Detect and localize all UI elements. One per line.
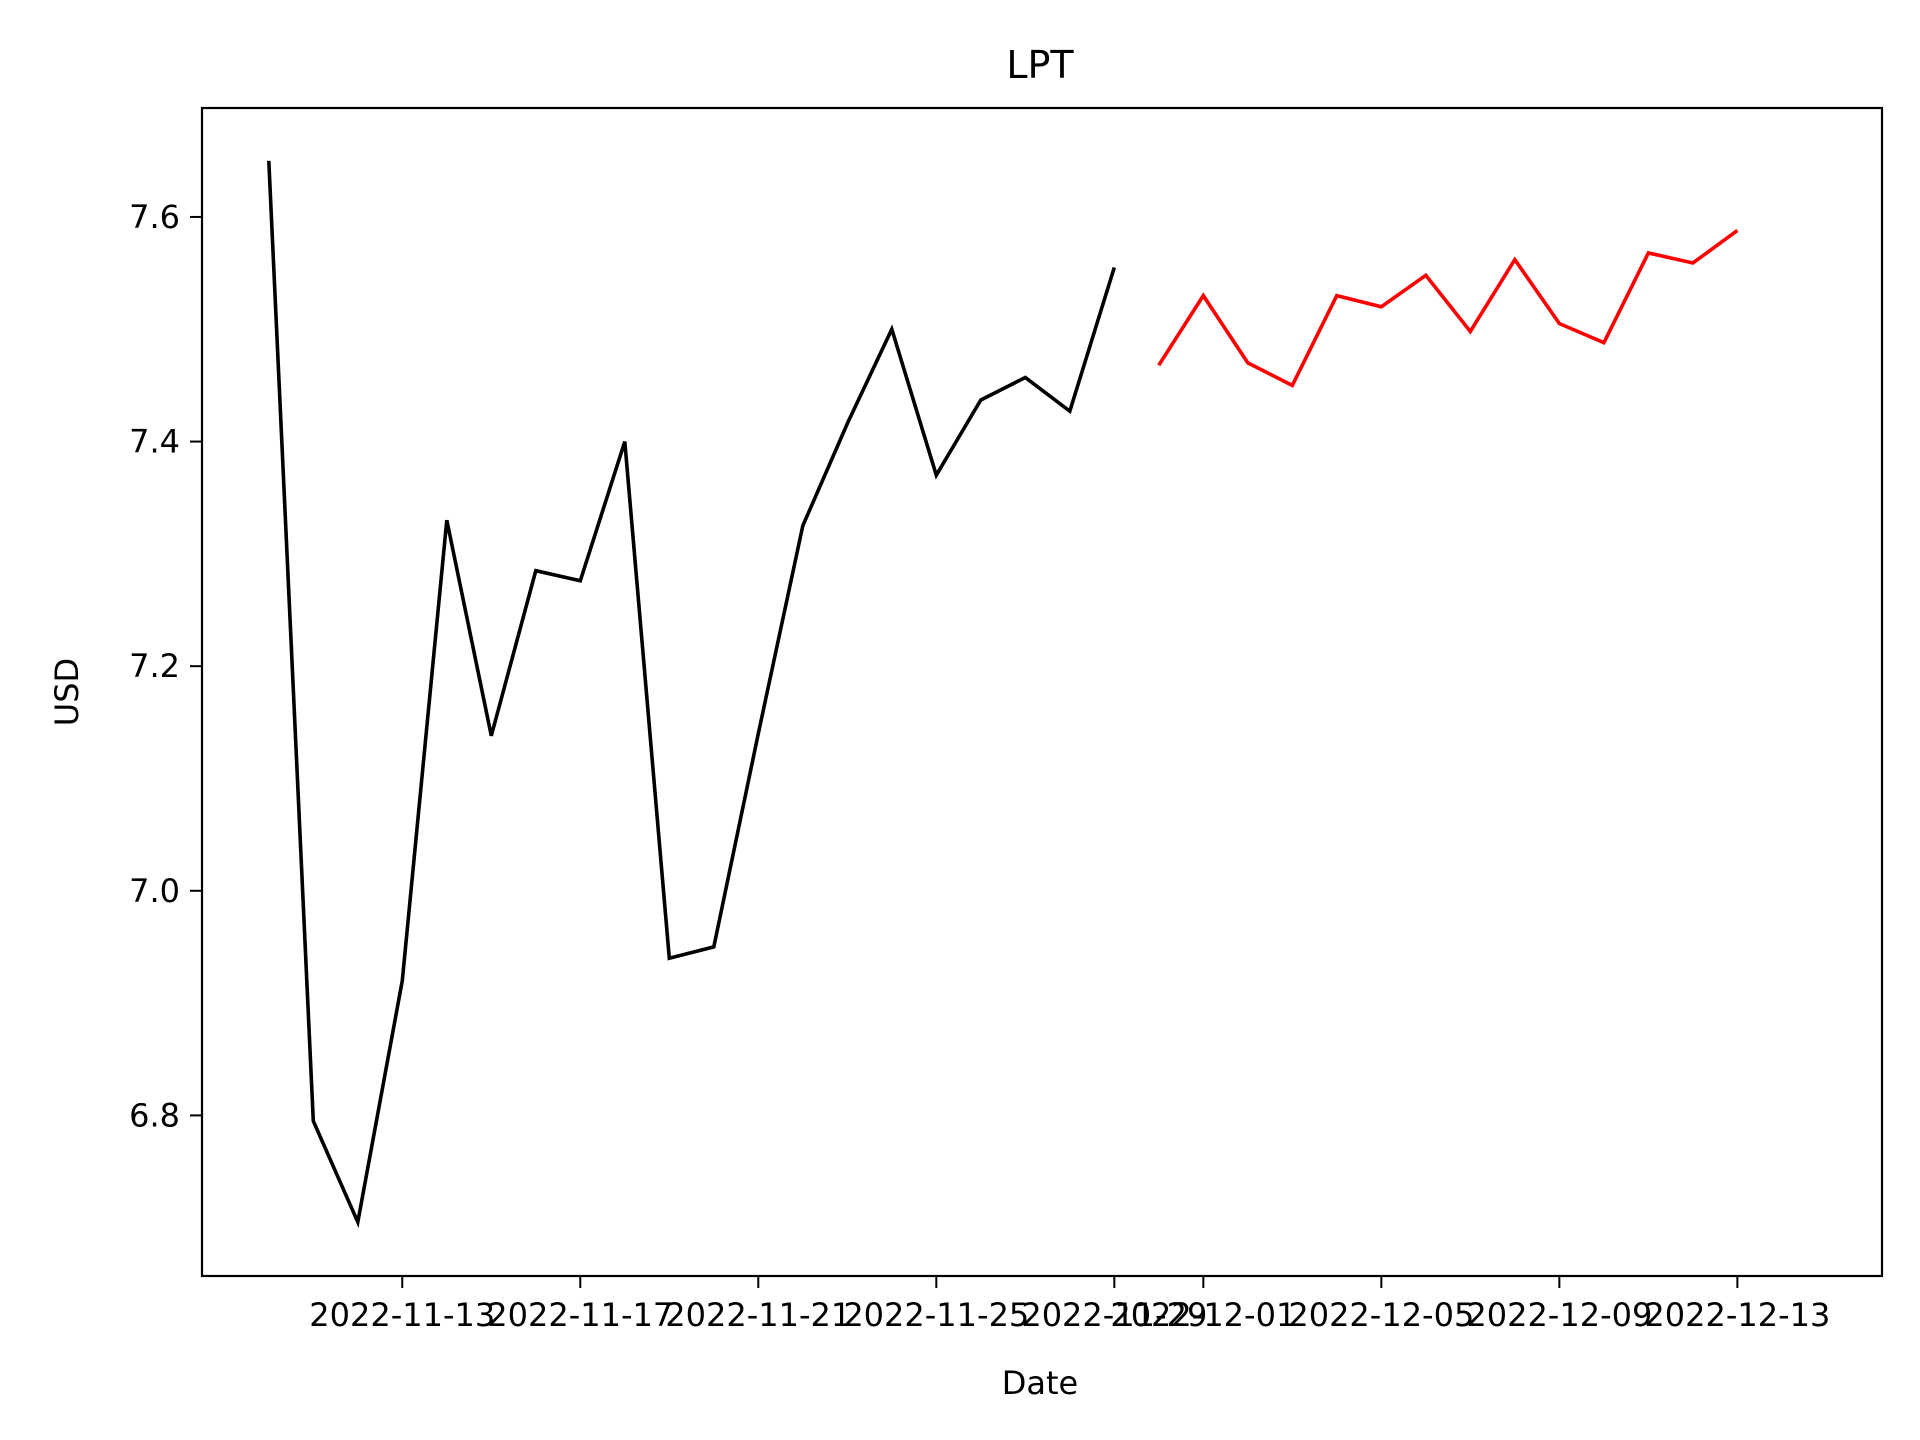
series-line-1 [267,160,1117,1229]
plot-area [267,160,1739,1229]
y-axis-label: USD [48,658,86,726]
axes-frame [200,106,1884,1278]
y-tick-label-4: 7.4 [129,423,180,461]
x-tick-label-8: 2022-12-09 [1466,1296,1652,1334]
x-tick-label-4: 2022-11-25 [843,1296,1029,1334]
x-axis-ticks: 2022-11-132022-11-172022-11-212022-11-25… [309,1276,1830,1334]
y-tick-label-2: 7.0 [129,872,180,910]
y-axis-ticks: 6.8 7.0 7.2 7.4 7.6 [129,198,202,1134]
x-axis-label: Date [1002,1364,1078,1402]
chart-title: LPT [1006,43,1074,87]
x-tick-label-2: 2022-11-17 [487,1296,673,1334]
y-tick-label-1: 6.8 [129,1096,180,1134]
x-tick-label-6: 2022-12-01 [1110,1296,1296,1334]
y-tick-label-3: 7.2 [129,647,180,685]
x-tick-label-7: 2022-12-05 [1288,1296,1474,1334]
x-tick-label-3: 2022-11-21 [665,1296,851,1334]
x-tick-label-5: 2022-11-29 [1021,1296,1207,1334]
x-tick-label-9: 2022-12-13 [1644,1296,1830,1334]
x-tick-label-1: 2022-11-13 [309,1296,495,1334]
series-line-2 [1157,228,1739,388]
y-tick-label-5: 7.6 [129,198,180,236]
